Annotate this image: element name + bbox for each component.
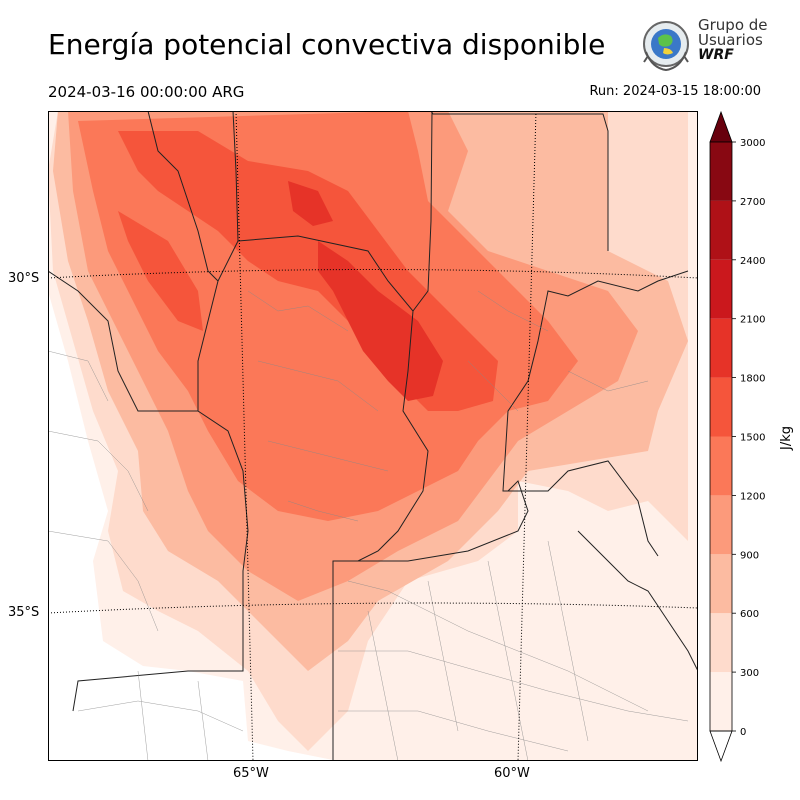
lon-label-60w: 60°W bbox=[494, 766, 530, 781]
colorbar-tick-label: 600 bbox=[740, 609, 759, 620]
valid-time: 2024-03-16 00:00:00 ARG bbox=[48, 83, 245, 101]
lat-label-30s: 30°S bbox=[8, 271, 40, 286]
colorbar-tick-label: 1500 bbox=[740, 433, 765, 444]
colorbar-unit: J/kg bbox=[779, 426, 794, 451]
colorbar-band-7 bbox=[710, 259, 732, 319]
colorbar-tick-label: 2400 bbox=[740, 256, 765, 267]
lon-label-65w: 65°W bbox=[233, 766, 269, 781]
colorbar-tick-label: 2700 bbox=[740, 197, 765, 208]
colorbar-tick-label: 2100 bbox=[740, 315, 765, 326]
colorbar-ticks: 0 300 600 900 1200 1500 1800 2100 2400 2700 3000 bbox=[732, 138, 765, 738]
coastline bbox=[577, 530, 698, 672]
colorbar-tick-label: 1200 bbox=[740, 491, 765, 502]
logo-line1: Grupo de bbox=[698, 16, 768, 34]
colorbar-band-5 bbox=[710, 377, 732, 437]
colorbar-tick-label: 1800 bbox=[740, 374, 765, 385]
department-borders bbox=[48, 290, 689, 761]
colorbar-extend-min bbox=[709, 730, 733, 763]
colorbar-band-0 bbox=[710, 672, 732, 731]
colorbar: 0 300 600 900 1200 1500 1800 2100 2400 2700 3000 J… bbox=[709, 110, 794, 763]
lat-label-35s: 35°S bbox=[8, 605, 40, 620]
colorbar-extend-max bbox=[709, 110, 733, 143]
colorbar-band-1 bbox=[710, 613, 732, 673]
colorbar-tick-label: 3000 bbox=[740, 138, 765, 149]
colorbar-tick-label: 0 bbox=[740, 727, 746, 738]
province-borders bbox=[48, 111, 689, 761]
colorbar-band-9 bbox=[710, 142, 732, 201]
colorbar-bands bbox=[709, 110, 733, 763]
run-time: Run: 2024-03-15 18:00:00 bbox=[589, 84, 761, 99]
logo-line2: Usuarios bbox=[698, 31, 763, 49]
colorbar-tick-label: 900 bbox=[740, 550, 759, 561]
page-title: Energía potencial convectiva disponible bbox=[48, 28, 606, 61]
graticule bbox=[48, 111, 698, 761]
colorbar-band-2 bbox=[710, 554, 732, 614]
colorbar-band-3 bbox=[710, 495, 732, 555]
colorbar-band-6 bbox=[710, 318, 732, 378]
wrf-logo: Grupo de Usuarios WRF bbox=[638, 18, 768, 74]
colorbar-band-8 bbox=[710, 200, 732, 260]
colorbar-band-4 bbox=[710, 436, 732, 496]
colorbar-tick-label: 300 bbox=[740, 668, 759, 679]
cape-map bbox=[48, 111, 698, 761]
logo-line3: WRF bbox=[698, 47, 734, 63]
globe-logo-icon bbox=[643, 21, 689, 72]
cape-fill-1800-2100 bbox=[288, 181, 443, 401]
